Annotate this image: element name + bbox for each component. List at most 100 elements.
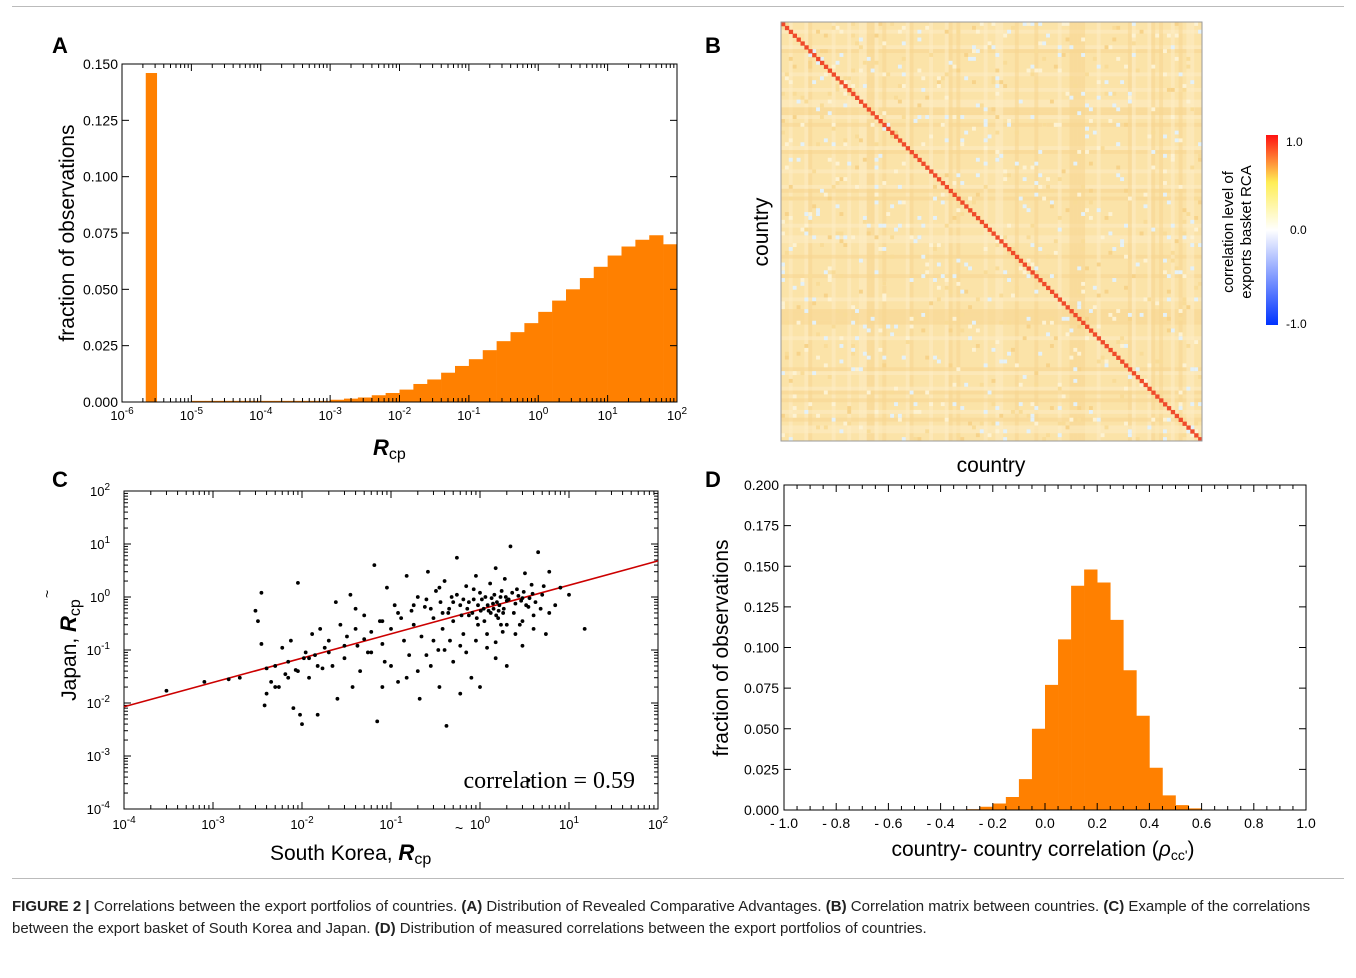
heatmap-cell: [929, 301, 934, 306]
heatmap-cell: [1170, 45, 1175, 50]
heatmap-cell: [901, 115, 906, 119]
heatmap-cell: [956, 29, 961, 34]
heatmap-cell: [1170, 250, 1175, 255]
heatmap-cell: [925, 115, 930, 119]
heatmap-cell: [855, 336, 859, 341]
heatmap-cell: [823, 390, 828, 395]
heatmap-cell: [983, 247, 988, 251]
heatmap-cell: [839, 239, 844, 244]
heatmap-cell: [816, 29, 820, 34]
heatmap-row: [781, 196, 1202, 201]
heatmap-column: [831, 22, 836, 441]
heatmap-cell: [921, 254, 926, 259]
heatmap-cell: [827, 99, 832, 104]
heatmap-cell: [890, 235, 895, 240]
heatmap-cell: [894, 402, 898, 407]
heatmap-cell: [843, 235, 848, 240]
heatmap-cell: [831, 64, 836, 69]
heatmap-cell: [835, 84, 840, 88]
heatmap-diagonal-cell: [1034, 274, 1039, 279]
scatter-point: [483, 595, 488, 599]
heatmap-cell: [917, 103, 922, 108]
heatmap-row: [781, 367, 1202, 372]
heatmap-cell: [1014, 130, 1019, 135]
heatmap-cell: [1077, 150, 1082, 154]
scatter-point: [291, 706, 296, 711]
heatmap-cell: [995, 157, 1000, 162]
heatmap-cell: [1120, 243, 1125, 248]
heatmap-cell: [1061, 22, 1066, 26]
heatmap-cell: [1127, 312, 1132, 317]
heatmap-cell: [1163, 72, 1167, 77]
heatmap-column: [808, 22, 813, 441]
heatmap-cell: [1088, 409, 1093, 414]
scatter-point: [466, 613, 471, 618]
heatmap-cell: [1049, 99, 1054, 104]
scatter-point: [362, 637, 367, 642]
heatmap-cell: [874, 60, 879, 65]
heatmap-cell: [901, 200, 906, 205]
heatmap-cell: [991, 107, 996, 112]
heatmap-cell: [792, 115, 797, 119]
heatmap-row: [781, 150, 1202, 154]
heatmap-cell: [1053, 336, 1058, 341]
heatmap-cell: [847, 91, 852, 96]
heatmap-cell: [1034, 181, 1039, 185]
heatmap-cell: [1120, 336, 1125, 341]
heatmap-cell: [862, 219, 867, 224]
bar: [1018, 779, 1033, 810]
colorbar-tick-mid: 0.0: [1290, 223, 1307, 237]
scatter-point: [516, 593, 521, 598]
heatmap-cell: [812, 80, 817, 85]
scatter-point: [389, 664, 393, 668]
heatmap-cell: [1069, 328, 1074, 333]
x-tick-label: 101: [559, 815, 579, 832]
heatmap-cell: [890, 22, 895, 26]
heatmap-cell: [1163, 270, 1167, 275]
scatter-point: [469, 675, 474, 680]
heatmap-cell: [1010, 347, 1015, 352]
heatmap-diagonal-cell: [890, 130, 895, 135]
heatmap-cell: [1057, 45, 1062, 50]
heatmap-cell: [913, 437, 918, 441]
heatmap-cell: [956, 258, 961, 263]
heatmap-cell: [944, 285, 949, 290]
heatmap-diagonal-cell: [1065, 305, 1070, 310]
heatmap-cell: [874, 409, 879, 414]
heatmap-cell: [995, 91, 1000, 96]
heatmap-cell: [1010, 409, 1015, 414]
heatmap-cell: [1049, 200, 1054, 205]
scatter-point: [454, 592, 459, 597]
heatmap-diagonal-cell: [1143, 382, 1148, 388]
heatmap-cell: [781, 433, 785, 438]
scatter-point: [424, 653, 429, 658]
scatter-point: [333, 600, 338, 605]
heatmap-cell: [1065, 22, 1070, 26]
heatmap-cell: [1038, 247, 1043, 251]
heatmap-cell: [940, 200, 945, 205]
heatmap-cell: [964, 382, 969, 387]
scatter-point: [474, 638, 478, 643]
heatmap-cell: [1053, 250, 1058, 255]
heatmap-cell: [1034, 421, 1039, 426]
heatmap-cell: [960, 181, 965, 185]
x-tick-label: 10-2: [290, 815, 314, 832]
heatmap-cell: [1163, 169, 1167, 174]
heatmap-cell: [866, 223, 871, 228]
heatmap-cell: [1198, 142, 1202, 147]
x-tick-label: 101: [598, 406, 618, 423]
heatmap-cell: [823, 72, 828, 77]
heatmap-column: [995, 22, 1000, 441]
scatter-point: [479, 597, 484, 602]
heatmap-cell: [858, 37, 863, 42]
heatmap-cell: [948, 406, 953, 410]
heatmap-cell: [1190, 367, 1195, 372]
heatmap-cell: [933, 184, 937, 189]
heatmap-cell: [968, 196, 973, 201]
heatmap-cell: [804, 99, 809, 104]
heatmap-cell: [987, 297, 992, 302]
heatmap-diagonal-cell: [874, 115, 879, 120]
heatmap-diagonal-cell: [819, 60, 825, 66]
scatter-point: [369, 629, 374, 634]
heatmap-cell: [1069, 76, 1074, 81]
